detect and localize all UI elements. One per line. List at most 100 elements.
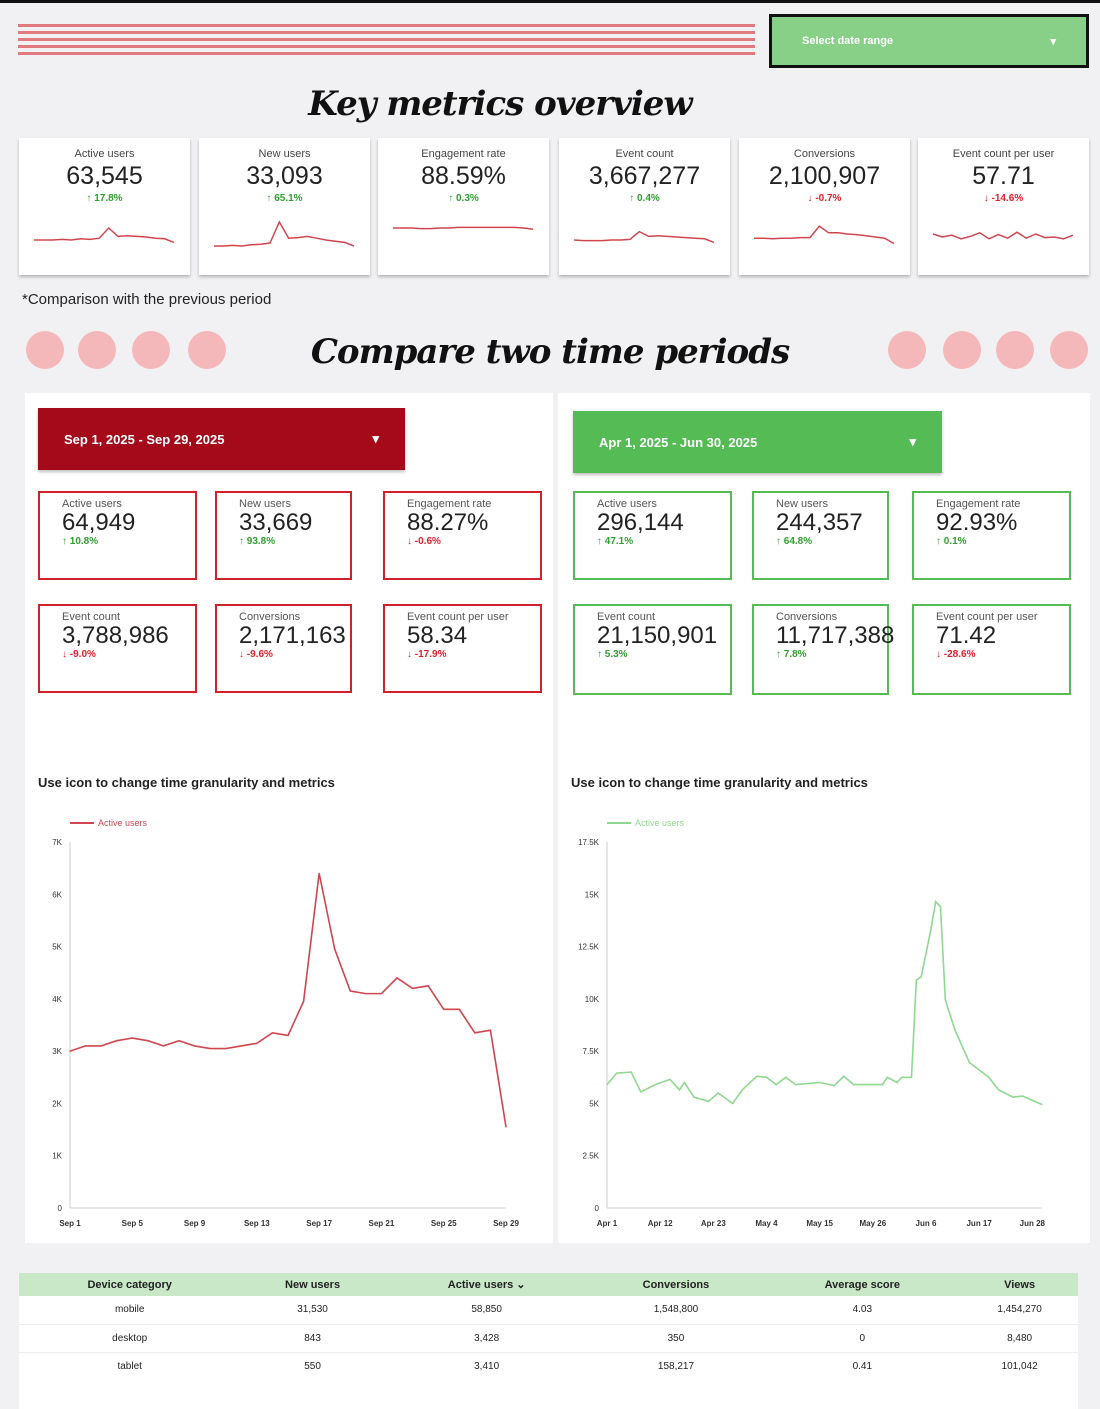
top-border — [0, 0, 1100, 3]
metric-value: 71.42 — [936, 622, 997, 649]
kpi-value: 63,545 — [66, 162, 143, 190]
kpi-label: New users — [258, 148, 311, 160]
kpi-label: Event count — [615, 148, 674, 160]
comparison-note: *Comparison with the previous period — [22, 291, 272, 308]
compare-title: Compare two time periods — [310, 332, 790, 372]
table-cell: 158,217 — [588, 1352, 764, 1381]
metric-delta: ↓ -0.6% — [407, 536, 441, 547]
table-row: mobile 31,530 58,850 1,548,800 4.03 1,454,270 — [19, 1296, 1078, 1325]
period-metric-card: Event count 3,788,986 ↓ -9.0% — [38, 604, 197, 693]
metric-delta: ↓ -9.0% — [62, 649, 96, 660]
table-cell: 843 — [240, 1324, 385, 1353]
table-cell: 0 — [763, 1324, 962, 1353]
metric-value: 88.27% — [407, 509, 489, 536]
metric-label: Active users — [597, 498, 657, 510]
page-title: Key metrics overview — [308, 84, 692, 124]
metric-delta: ↑ 64.8% — [776, 536, 813, 547]
table-cell: tablet — [19, 1352, 241, 1381]
device-table: Device category New users Active users ⌄ Co… — [19, 1273, 1078, 1381]
sparkline-line — [932, 231, 1074, 240]
metric-value: 296,144 — [597, 509, 684, 536]
metric-delta: ↓ -17.9% — [407, 649, 447, 660]
metric-value: 92.93% — [936, 509, 1018, 536]
metric-value: 2,171,163 — [239, 622, 346, 649]
table-cell: 3,428 — [384, 1324, 589, 1353]
table-cell: 58,850 — [384, 1296, 589, 1325]
metric-delta: ↑ 47.1% — [597, 536, 634, 547]
period-metric-card: Conversions 11,717,388 ↑ 7.8% — [752, 604, 895, 695]
date-range-label: Select date range — [802, 35, 894, 47]
sparkline-line — [34, 226, 175, 244]
kpi-delta: ↑ 0.3% — [448, 193, 479, 204]
column-header[interactable]: Views — [961, 1273, 1078, 1296]
metric-label: Event count — [62, 611, 121, 623]
metric-delta: ↓ -9.6% — [239, 649, 273, 660]
kpi-sparkline — [932, 231, 1074, 240]
period-metric-card: New users 33,669 ↑ 93.8% — [215, 491, 352, 580]
metric-label: Event count per user — [936, 611, 1038, 623]
kpi-value: 88.59% — [421, 162, 506, 190]
kpi-card: Active users 63,545 ↑ 17.8% — [19, 138, 190, 275]
kpi-label: Engagement rate — [421, 148, 506, 160]
kpi-delta: ↑ 65.1% — [266, 193, 303, 204]
chart-hint: Use icon to change time granularity and … — [38, 775, 335, 790]
kpi-card: Event count per user 57.71 ↓ -14.6% — [918, 138, 1089, 275]
metric-value: 244,357 — [776, 509, 863, 536]
kpi-value: 2,100,907 — [768, 162, 881, 190]
metric-value: 11,717,388 — [776, 622, 895, 649]
sparkline-line — [573, 230, 715, 244]
column-header[interactable]: Device category — [19, 1273, 241, 1296]
kpi-label: Event count per user — [952, 148, 1055, 160]
table-row: tablet 550 3,410 158,217 0.41 101,042 — [19, 1352, 1078, 1381]
metric-label: Engagement rate — [936, 498, 1021, 510]
date-range-selector[interactable]: Select date range ▾ — [769, 14, 1089, 68]
metric-label: Conversions — [239, 611, 301, 623]
metric-label: Active users — [62, 498, 122, 510]
table-cell: desktop — [19, 1324, 241, 1353]
column-header[interactable]: Average score — [763, 1273, 962, 1296]
column-header[interactable]: Active users ⌄ — [384, 1273, 589, 1296]
sparkline-line — [214, 220, 355, 247]
chevron-down-icon: ▾ — [1050, 35, 1056, 48]
period-metric-card: Event count 21,150,901 ↑ 5.3% — [573, 604, 732, 695]
table-cell: 550 — [240, 1352, 385, 1381]
period-metric-card: Engagement rate 88.27% ↓ -0.6% — [383, 491, 542, 580]
metric-value: 64,949 — [62, 509, 136, 536]
kpi-sparkline — [393, 226, 534, 230]
period-date-picker[interactable]: Sep 1, 2025 - Sep 29, 2025 ▾ — [38, 408, 405, 470]
kpi-label: Active users — [74, 148, 135, 160]
kpi-delta: ↓ -0.7% — [807, 193, 842, 204]
metric-delta: ↓ -28.6% — [936, 649, 976, 660]
period-metric-card: Active users 64,949 ↑ 10.8% — [38, 491, 197, 580]
metric-value: 33,669 — [239, 509, 313, 536]
column-header[interactable]: Conversions — [588, 1273, 764, 1296]
kpi-card: Engagement rate 88.59% ↑ 0.3% — [378, 138, 549, 275]
period-metric-card: Event count per user 71.42 ↓ -28.6% — [912, 604, 1071, 695]
metric-delta: ↑ 10.8% — [62, 536, 99, 547]
period-range-label: Sep 1, 2025 - Sep 29, 2025 — [64, 431, 225, 447]
table-cell: 8,480 — [961, 1324, 1078, 1353]
kpi-sparkline — [214, 220, 355, 247]
period-date-picker[interactable]: Apr 1, 2025 - Jun 30, 2025 ▾ — [573, 411, 942, 473]
column-header[interactable]: New users — [240, 1273, 385, 1296]
metric-label: New users — [239, 498, 291, 510]
kpi-sparkline — [573, 230, 715, 244]
table-cell: mobile — [19, 1296, 241, 1325]
table-cell: 101,042 — [961, 1352, 1078, 1381]
metric-label: Engagement rate — [407, 498, 492, 510]
kpi-sparkline — [34, 226, 175, 244]
metric-label: Conversions — [776, 611, 838, 623]
metric-value: 21,150,901 — [597, 622, 718, 649]
table-cell: 1,548,800 — [588, 1296, 764, 1325]
chart-hint: Use icon to change time granularity and … — [571, 775, 868, 790]
metric-label: Event count — [597, 611, 656, 623]
sparkline-line — [754, 225, 895, 245]
kpi-label: Conversions — [793, 148, 856, 160]
sparkline-line — [393, 226, 534, 230]
kpi-value: 3,667,277 — [588, 162, 701, 190]
table-footer-space — [19, 1380, 1078, 1409]
metric-label: New users — [776, 498, 828, 510]
period-metric-card: Event count per user 58.34 ↓ -17.9% — [383, 604, 542, 693]
period-metric-card: Active users 296,144 ↑ 47.1% — [573, 491, 732, 580]
metric-delta: ↑ 93.8% — [239, 536, 276, 547]
